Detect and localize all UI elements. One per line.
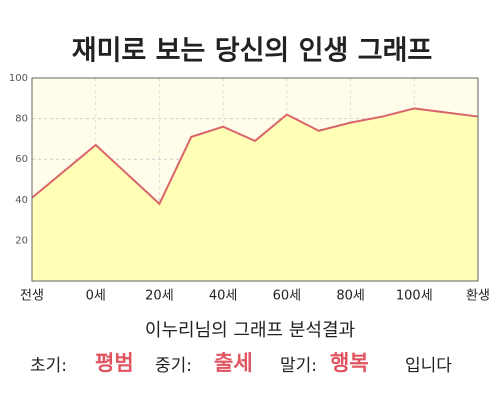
late-value: 행복 xyxy=(330,351,369,375)
y-tick-label: 40 xyxy=(15,195,28,206)
y-tick-label: 80 xyxy=(15,114,28,125)
x-tick-label: 80세 xyxy=(336,289,365,304)
x-tick-label: 100세 xyxy=(396,289,433,304)
x-tick-label: 40세 xyxy=(209,289,238,304)
ending: 입니다 xyxy=(405,356,452,376)
middle-label: 중기: xyxy=(155,356,192,376)
line xyxy=(31,107,479,206)
y-tick-label: 20 xyxy=(15,235,28,246)
x-tick-label: 전생 xyxy=(20,289,44,304)
late-label: 말기: xyxy=(280,356,317,376)
plot-border xyxy=(31,77,479,282)
area xyxy=(32,108,478,281)
early-value: 평범 xyxy=(95,351,134,375)
x-tick-label: 60세 xyxy=(273,289,302,304)
early-label: 초기: xyxy=(30,356,67,376)
y-tick-label: 60 xyxy=(15,154,28,165)
y-tick-label: 100 xyxy=(9,73,28,84)
summary-heading: 이누리님의 그래프 분석결과 xyxy=(145,320,355,341)
middle-value: 출세 xyxy=(214,351,253,375)
x-tick-label: 환생 xyxy=(466,289,490,304)
chart-title: 재미로 보는 당신의 인생 그래프 xyxy=(72,36,433,67)
x-tick-label: 20세 xyxy=(145,289,174,304)
x-tick-label: 0세 xyxy=(86,289,106,304)
